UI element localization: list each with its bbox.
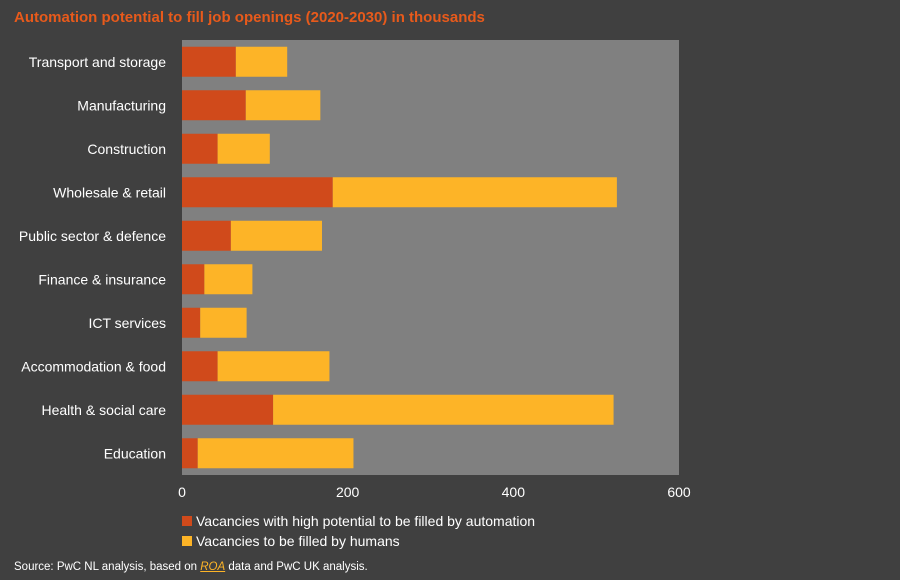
- x-tick-label-0: 0: [178, 484, 186, 500]
- category-label-health-and-social-care: Health & social care: [41, 402, 166, 418]
- category-label-ict-services: ICT services: [88, 315, 166, 331]
- bar-ict-services-humans: [200, 307, 247, 338]
- legend-swatch-automation: [182, 516, 192, 526]
- x-tick-label-600: 600: [667, 484, 691, 500]
- x-tick-label-200: 200: [336, 484, 360, 500]
- bar-finance-and-insurance-automation: [182, 264, 205, 295]
- x-tick-labels-group: 0 200 400 600: [178, 484, 691, 500]
- bar-wholesale-and-retail-automation: [182, 177, 333, 208]
- category-label-transport-and-storage: Transport and storage: [29, 54, 166, 70]
- source-suffix: data and PwC UK analysis.: [225, 561, 368, 573]
- category-label-finance-and-insurance: Finance & insurance: [38, 271, 166, 287]
- source-note: Source: PwC NL analysis, based on ROA da…: [14, 561, 368, 573]
- bar-transport-and-storage-humans: [235, 46, 288, 77]
- bar-transport-and-storage-automation: [182, 46, 236, 77]
- bar-education-automation: [182, 438, 198, 469]
- bar-construction-humans: [217, 133, 270, 164]
- bar-education-humans: [197, 438, 354, 469]
- category-labels-group: Transport and storage Manufacturing Constr…: [19, 54, 166, 462]
- bar-manufacturing-automation: [182, 90, 246, 121]
- category-label-accommodation-and-food: Accommodation & food: [21, 358, 166, 374]
- chart-title: Automation potential to fill job opening…: [14, 9, 485, 26]
- source-prefix: Source: PwC NL analysis, based on: [14, 561, 201, 573]
- category-label-education: Education: [104, 445, 166, 461]
- category-label-construction: Construction: [87, 141, 166, 157]
- category-label-wholesale-and-retail: Wholesale & retail: [53, 184, 166, 200]
- roa-link[interactable]: ROA: [200, 561, 226, 573]
- category-label-manufacturing: Manufacturing: [77, 97, 166, 113]
- legend-item-automation: Vacancies with high potential to be fill…: [182, 511, 535, 531]
- bar-public-sector-and-defence-humans: [230, 220, 322, 251]
- x-tick-label-400: 400: [502, 484, 526, 500]
- bar-construction-automation: [182, 133, 218, 164]
- bar-manufacturing-humans: [245, 90, 321, 121]
- legend: Vacancies with high potential to be fill…: [182, 511, 535, 551]
- legend-label-automation: Vacancies with high potential to be fill…: [196, 513, 536, 529]
- bar-accommodation-and-food-humans: [217, 351, 330, 382]
- bar-accommodation-and-food-automation: [182, 351, 218, 382]
- bar-ict-services-automation: [182, 307, 201, 338]
- legend-label-humans: Vacancies to be filled by humans: [196, 533, 400, 549]
- bar-health-and-social-care-humans: [273, 394, 614, 425]
- legend-swatch-humans: [182, 536, 192, 546]
- legend-item-humans: Vacancies to be filled by humans: [182, 531, 535, 551]
- bar-public-sector-and-defence-automation: [182, 220, 231, 251]
- bar-wholesale-and-retail-humans: [332, 177, 617, 208]
- category-label-public-sector-and-defence: Public sector & defence: [19, 228, 166, 244]
- bars-group: [182, 46, 617, 469]
- bar-finance-and-insurance-humans: [204, 264, 253, 295]
- bar-health-and-social-care-automation: [182, 394, 274, 425]
